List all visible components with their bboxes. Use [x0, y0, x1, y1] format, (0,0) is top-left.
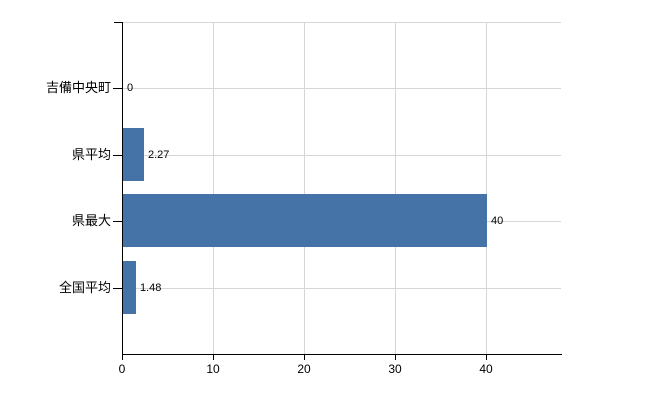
x-axis-tick	[122, 354, 123, 360]
gridline-horizontal	[122, 155, 561, 156]
value-label: 0	[127, 82, 134, 94]
y-axis-line	[122, 22, 123, 355]
category-label: 吉備中央町	[45, 80, 111, 95]
y-axis-tick	[113, 155, 122, 156]
x-axis-tick	[304, 354, 305, 360]
plot-top-border	[122, 22, 561, 23]
x-axis-tick-label xtick-label: 0	[118, 362, 126, 376]
bar[interactable]	[123, 194, 487, 247]
y-axis-top-tick	[114, 22, 122, 23]
bar[interactable]	[123, 261, 136, 314]
gridline-horizontal	[122, 88, 561, 89]
category-label: 県平均	[71, 147, 111, 162]
gridline-horizontal	[122, 288, 561, 289]
x-axis-tick	[213, 354, 214, 360]
value-label: 1.48	[140, 282, 162, 294]
bar[interactable]	[123, 128, 144, 181]
value-label: 2.27	[148, 149, 170, 161]
x-axis-tick-label xtick-label: 10	[206, 362, 220, 376]
category-label: 全国平均	[58, 280, 111, 295]
x-axis-tick	[486, 354, 487, 360]
y-axis-tick	[113, 221, 122, 222]
gridline-vertical	[395, 22, 396, 354]
value-label: 40	[491, 215, 504, 227]
x-axis-tick	[395, 354, 396, 360]
gridline-vertical	[486, 22, 487, 354]
category-label: 県最大	[71, 213, 111, 228]
y-axis-tick	[113, 88, 122, 89]
x-axis-tick-label xtick-label: 20	[297, 362, 311, 376]
x-axis-line	[122, 354, 562, 355]
x-axis-tick-label xtick-label: 40	[479, 362, 493, 376]
x-axis-tick-label xtick-label: 30	[388, 362, 402, 376]
y-axis-tick	[113, 288, 122, 289]
gridline-vertical	[304, 22, 305, 354]
gridline-vertical	[213, 22, 214, 354]
